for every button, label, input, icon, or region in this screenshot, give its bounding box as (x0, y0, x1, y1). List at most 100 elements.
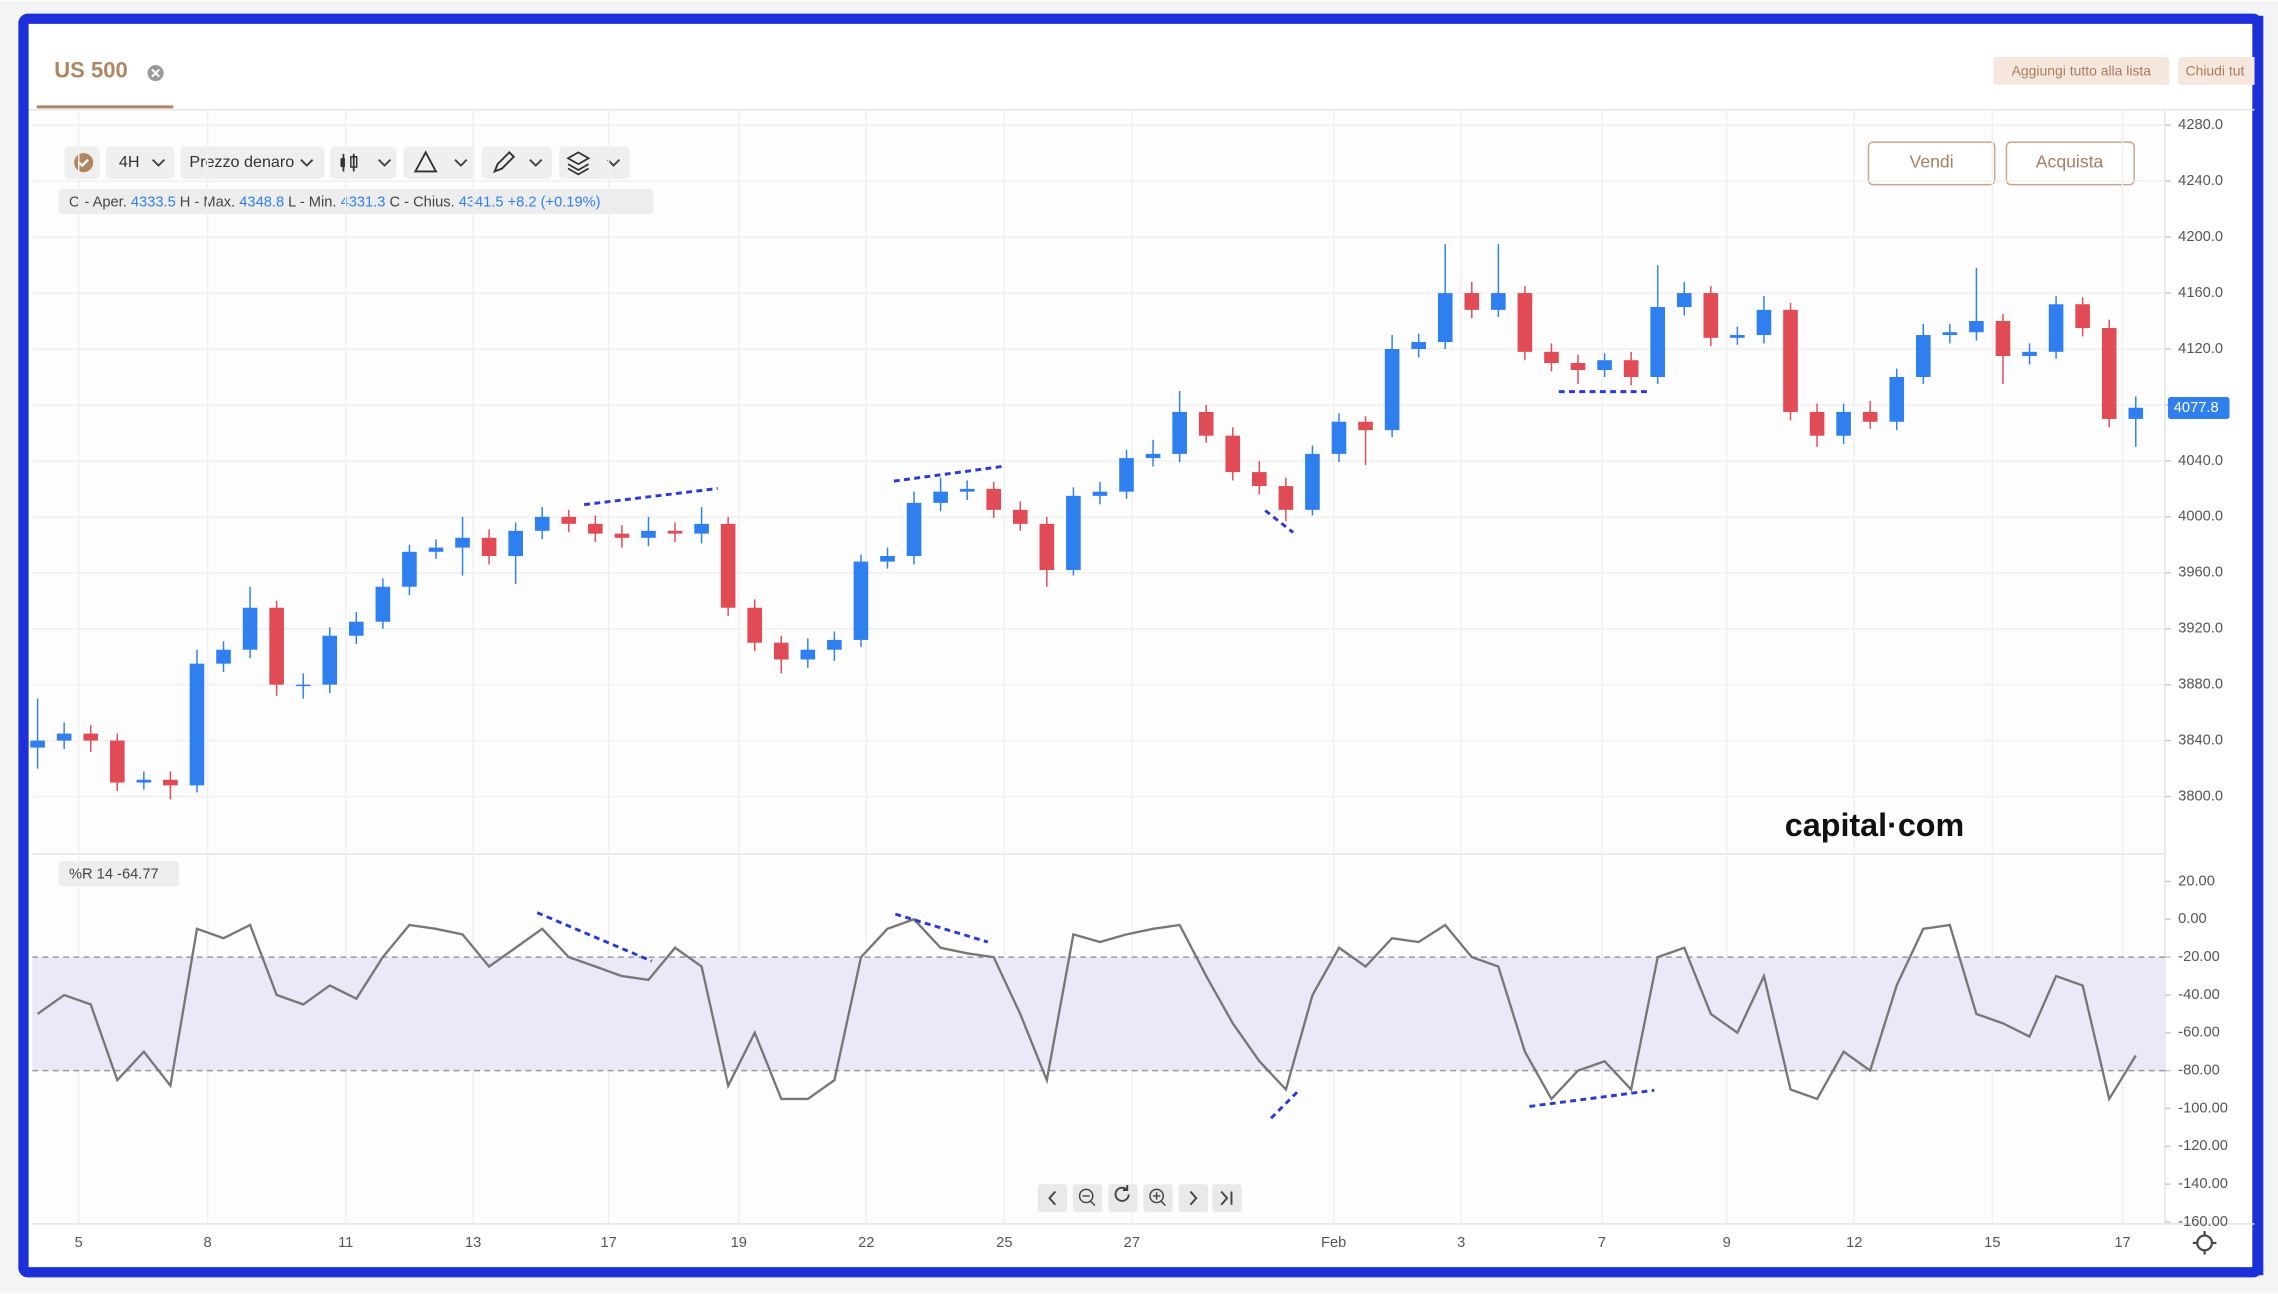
nav-icon (1078, 1188, 1094, 1204)
y-tick-label: 3880.0 (2178, 677, 2223, 693)
candle-body (1623, 360, 1639, 377)
nav-icon (1189, 1190, 1198, 1206)
close-all-button[interactable] (2178, 56, 2267, 85)
candle-body (1517, 293, 1533, 352)
candle-body (747, 607, 763, 643)
candle-body (1809, 411, 1825, 436)
candle-body (880, 555, 895, 562)
y-tick-label: 4120.0 (2178, 341, 2223, 357)
interval-label: 4H (119, 153, 140, 171)
y-tick-label: 4280.0 (2178, 117, 2223, 133)
y-tick-label: 4000.0 (2178, 509, 2223, 525)
sell-label: Vendi (1910, 151, 1954, 171)
level-band (32, 957, 2165, 1071)
candle-body (349, 621, 364, 636)
indicator-name: %R 14 (69, 866, 113, 882)
draw-select[interactable] (481, 146, 552, 179)
candle-body (1305, 453, 1320, 510)
candle-body (1491, 293, 1506, 310)
indicator-badge (58, 861, 180, 887)
y-tick-label: -60.00 (2178, 1025, 2220, 1041)
candle-body (2128, 407, 2144, 419)
candle-body (1862, 411, 1878, 422)
x-tick-label: 11 (338, 1235, 353, 1251)
candle-body (959, 488, 975, 492)
candle-body (1092, 491, 1108, 496)
frame-right (2254, 15, 2264, 1276)
candle-body (1145, 453, 1161, 459)
candle-body (1066, 495, 1081, 570)
indicator-value: -64.77 (117, 866, 159, 882)
candle-body (30, 740, 45, 748)
trend-line (536, 911, 653, 963)
add-all-button[interactable] (1993, 56, 2170, 85)
zoom-out[interactable] (1072, 1184, 1103, 1213)
candle-body (561, 516, 577, 524)
nav-right[interactable] (1178, 1184, 1208, 1213)
candle-body (614, 533, 630, 538)
y-tick-label: -120.00 (2178, 1138, 2228, 1154)
ohlc-info: O - Aper. 4333.5 H - Max. 4348.8 L - Min… (69, 194, 601, 210)
candle-body (109, 740, 125, 783)
layers-select[interactable] (559, 146, 630, 179)
candle-body (295, 684, 311, 687)
chevron (151, 159, 166, 167)
trend-line (1529, 1088, 1655, 1108)
candle-body (2048, 304, 2064, 352)
logo: capital·com (1785, 807, 1964, 843)
buy-label: Acquista (2036, 151, 2104, 171)
sell-button[interactable] (1867, 141, 1996, 186)
y-tick-label: 4240.0 (2178, 173, 2223, 189)
trend-line (893, 465, 1003, 483)
candle-body (641, 530, 656, 538)
x-tick-label: 22 (858, 1235, 874, 1251)
last-price-label: 4077.8 (2174, 400, 2219, 416)
chart-type-select[interactable] (330, 146, 397, 179)
nav-left[interactable] (1037, 1184, 1068, 1213)
y-tick-label: -100.00 (2178, 1100, 2228, 1116)
tab-close-icon (151, 68, 160, 78)
candle-body (269, 607, 284, 685)
zoom-in[interactable] (1143, 1184, 1173, 1213)
nav-icon (1149, 1188, 1164, 1204)
candle-body (56, 733, 72, 741)
candle-body (986, 488, 1002, 510)
chevron (454, 159, 468, 167)
candle-body (1836, 411, 1851, 436)
candle-body (375, 586, 391, 622)
y-tick-label: -20.00 (2178, 949, 2220, 965)
tab-title[interactable]: US 500 (54, 57, 127, 82)
close-value: 4341.5 (459, 194, 504, 210)
nav-icon (1082, 1195, 1096, 1207)
candle-body (853, 561, 869, 640)
y-tick-label: 4040.0 (2178, 453, 2223, 469)
trend-line (584, 487, 718, 507)
x-tick-label: 3 (1457, 1235, 1465, 1251)
candle-body (1278, 486, 1294, 510)
candle-body (216, 649, 231, 664)
y-tick-label: 3960.0 (2178, 565, 2223, 581)
candle-body (136, 779, 152, 783)
candle-body (455, 537, 470, 548)
x-tick-label: 9 (1723, 1235, 1731, 1251)
x-tick-label: 25 (996, 1235, 1012, 1251)
candle-body (1411, 342, 1426, 350)
price-type-label: Prezzo denaro (189, 153, 294, 171)
candle-body (933, 491, 948, 503)
layers-icon (566, 151, 591, 176)
x-tick-label: Feb (1321, 1235, 1346, 1251)
y-tick-label: 20.00 (2178, 873, 2215, 889)
y-tick-label: 0.00 (2178, 911, 2207, 927)
candle-icon-body (350, 156, 358, 168)
candle-body (189, 663, 205, 786)
x-tick-label: 8 (204, 1235, 212, 1251)
nav-icon (1114, 1184, 1130, 1202)
candle-body (1995, 321, 2011, 357)
chevron (378, 159, 392, 167)
nav-controls (1037, 1184, 1242, 1213)
check-mark (78, 158, 89, 168)
interval-select[interactable] (105, 146, 175, 179)
candle-body (428, 547, 444, 552)
buy-button[interactable] (2005, 141, 2135, 186)
price-type-select[interactable] (180, 146, 325, 179)
